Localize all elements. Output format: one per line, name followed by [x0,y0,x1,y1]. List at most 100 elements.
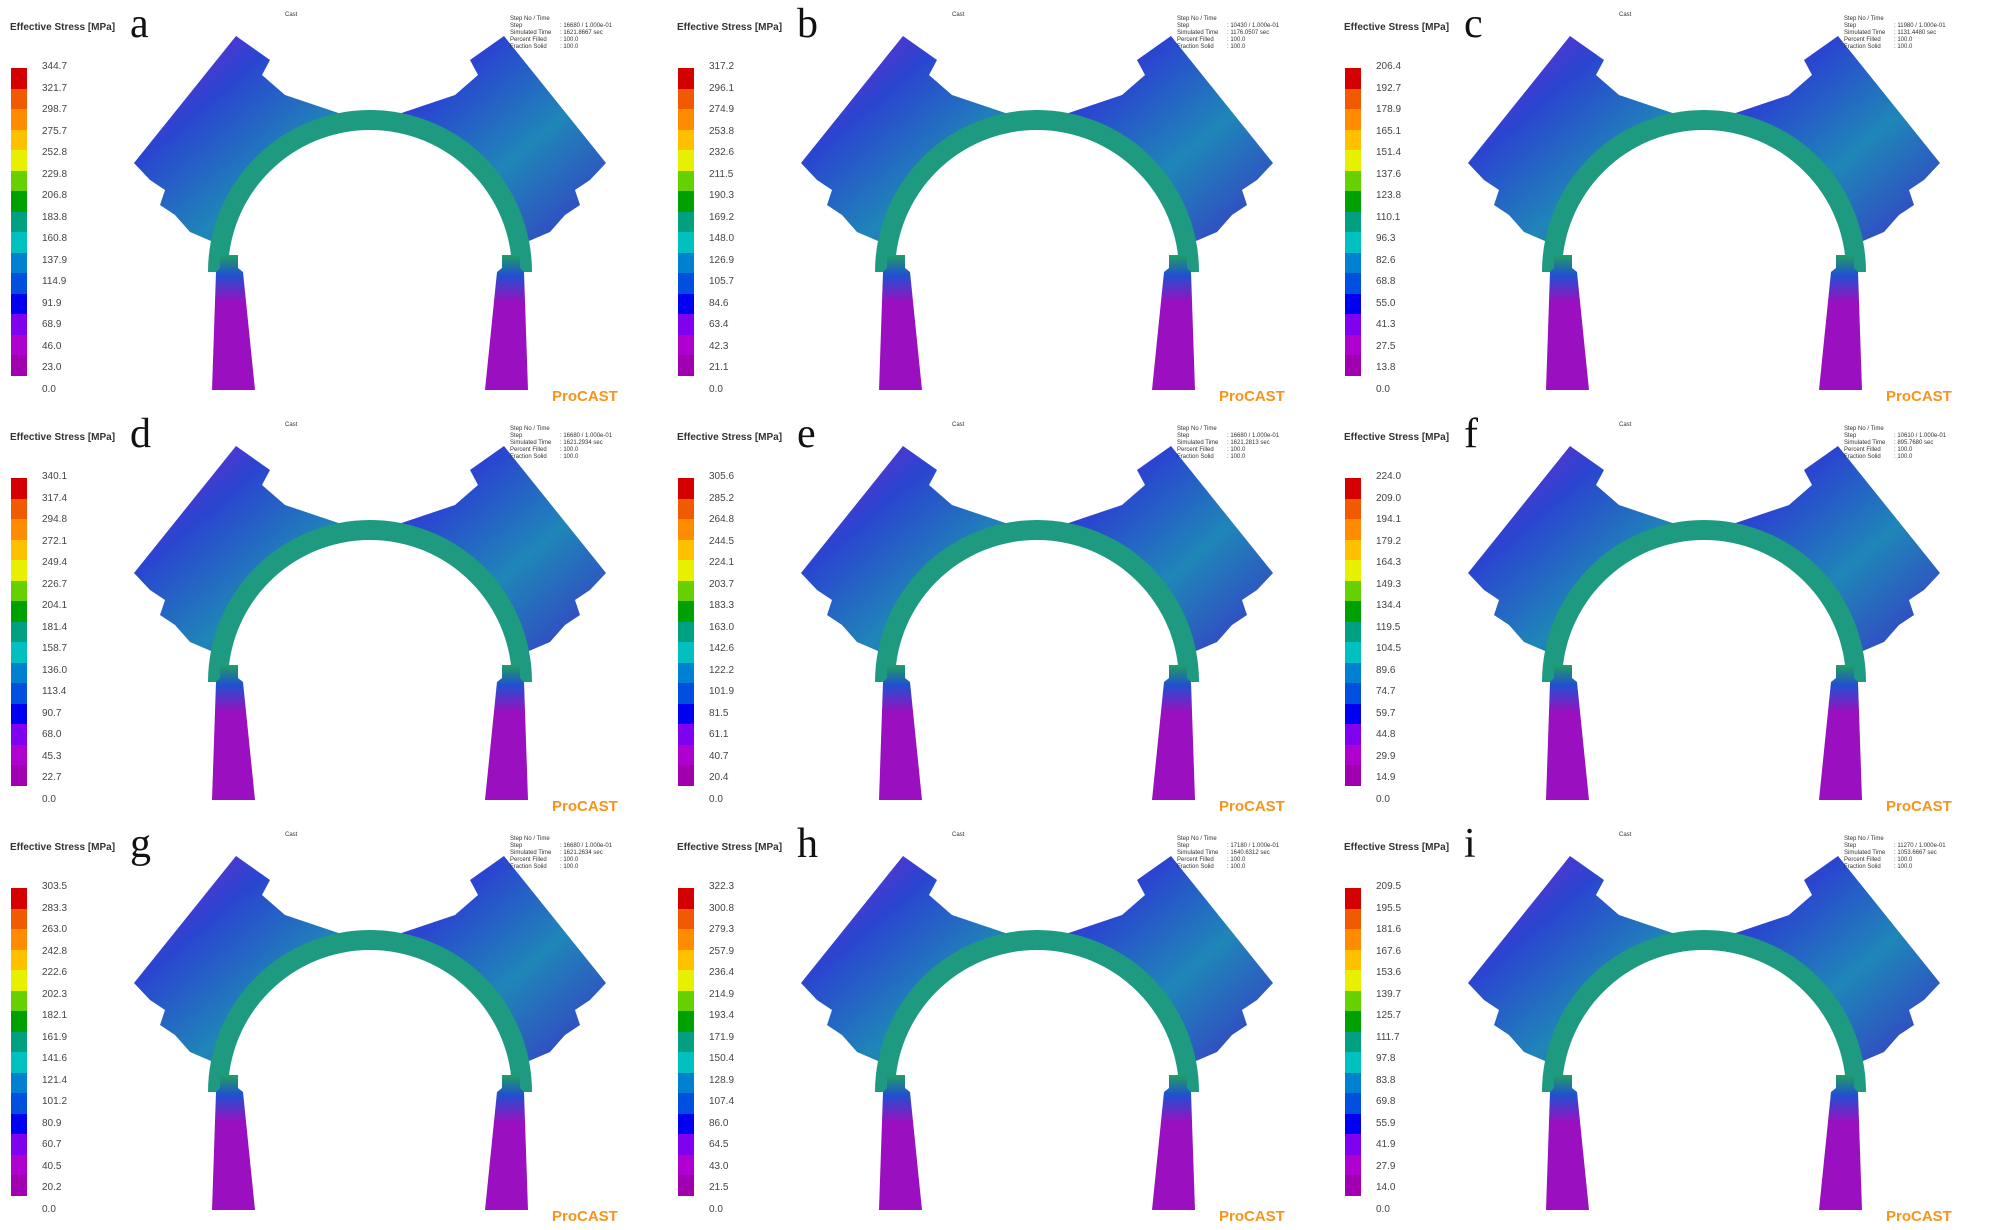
colorbar-label: 204.1 [42,600,68,611]
colorbar-band [678,683,694,704]
colorbar-band [1345,232,1361,253]
colorbar-label: 344.7 [42,61,68,72]
colorbar-label: 121.4 [42,1074,68,1086]
colorbar-label: 206.8 [42,190,68,201]
casting-stress-contour [801,36,1273,410]
colorbar-label: 206.4 [1376,61,1402,72]
colorbar-label: 0.0 [42,793,56,805]
colorbar-label: 128.9 [709,1074,735,1086]
info-label: Percent Filled [1177,37,1214,43]
colorbar-label: 90.7 [42,707,62,719]
colorbar-label: 114.9 [42,276,67,287]
colorbar-band [678,191,694,212]
colorbar-label: 257.9 [709,945,735,957]
colorbar-label: 194.1 [1376,514,1402,525]
info-label: Simulated Time [1844,850,1886,856]
info-row: Simulated Time: 1621.2634 sec [510,850,612,857]
colorbar-label: 171.9 [709,1031,735,1043]
info-row: Simulated Time: 1621.2934 sec [510,440,612,447]
casting-stress-contour [134,36,606,410]
colorbar-band [1345,888,1361,909]
colorbar-label: 232.6 [709,147,735,158]
colorbar-band [11,949,27,970]
colorbar-band [1345,1175,1361,1196]
left-leg [212,665,255,800]
colorbar-labels: 209.5 195.5 181.6 167.6 153.6 139.7 125.7 111.7… [1376,876,1401,1220]
panel-letter: e [797,411,816,457]
left-wing [801,856,1050,1070]
colorbar-labels: 303.5 283.3 263.0 242.8 222.6 202.3 182.1 161.9… [42,876,67,1220]
colorbar-band [1345,683,1361,704]
colorbar-band [678,990,694,1011]
colorbar-label: 165.1 [1376,125,1402,137]
colorbar-label: 68.8 [1376,276,1396,287]
colorbar-band [678,1134,694,1155]
simulation-info: Step No / Time Step: 16680 / 1.000e-01 Si… [510,16,612,51]
simulation-info: Step No / Time Step: 16680 / 1.000e-01 Si… [1177,426,1279,461]
info-value: : 100.0 [560,37,579,43]
colorbar-band [1345,662,1361,683]
info-row: Step No / Time Step: 16680 / 1.000e-01 [510,426,612,440]
colorbar-label: 69.8 [1376,1096,1396,1107]
info-row: Step No / Time Step: 16680 / 1.000e-01 [1177,426,1279,440]
cast-label: Cast [285,422,298,428]
colorbar-label: 123.8 [1376,190,1402,201]
colorbar-label: 41.9 [1376,1139,1396,1150]
info-row: Percent Filled: 100.0 [1177,447,1279,454]
info-label: Simulated Time [510,30,552,36]
colorbar-label: 68.0 [42,729,62,740]
colorbar-band [678,929,694,950]
casting-stress-contour [1468,36,1940,410]
info-value: : 16680 / 1.000e-01 [1227,433,1280,439]
colorbar-label: 183.8 [42,211,68,223]
colorbar-label: 125.7 [1376,1010,1402,1021]
colorbar-band [1345,724,1361,745]
colorbar-label: 86.0 [709,1117,729,1129]
info-value: : 16680 / 1.000e-01 [560,433,613,439]
colorbar-band [11,273,27,294]
colorbar-label: 21.5 [709,1182,729,1193]
colorbar-label: 151.4 [1376,147,1402,158]
colorbar-band [11,990,27,1011]
colorbar-label: 264.8 [709,514,735,525]
panel-letter: b [797,1,818,47]
colorbar-band [678,765,694,786]
simulation-info: Step No / Time Step: 10430 / 1.000e-01 Si… [1177,16,1279,51]
procast-logo: ProCAST [1219,1208,1285,1225]
panel-c: Effective Stress [MPa] 206.4 192.7 178.9 16… [1334,0,2000,410]
colorbar-band [11,929,27,950]
colorbar [1345,478,1361,786]
colorbar-band [1345,109,1361,130]
colorbar-band [1345,990,1361,1011]
colorbar-band [11,1154,27,1175]
cast-label: Cast [1619,832,1632,838]
cast-label: Cast [285,832,298,838]
info-value: : 100.0 [560,857,579,863]
legend-title: Effective Stress [MPa] [10,432,116,443]
colorbar-label: 279.3 [709,924,735,935]
info-value: : 10610 / 1.000e-01 [1894,433,1947,439]
colorbar-label: 203.7 [709,578,735,590]
colorbar-label: 80.9 [42,1117,62,1129]
colorbar-label: 55.0 [1376,297,1396,309]
procast-logo: ProCAST [552,1208,618,1225]
colorbar-band [11,129,27,150]
legend-title: Effective Stress [MPa] [677,22,783,33]
colorbar [1345,888,1361,1196]
colorbar-band [11,1134,27,1155]
colorbar-label: 101.9 [709,686,735,697]
colorbar-label: 29.9 [1376,750,1396,762]
colorbar-band [11,580,27,601]
colorbar-band [678,68,694,89]
left-wing [1468,856,1717,1070]
cast-label: Cast [952,832,965,838]
colorbar-label: 107.4 [709,1096,735,1107]
colorbar-band [11,68,27,89]
colorbar-label: 122.2 [709,664,735,676]
colorbar-band [678,109,694,130]
colorbar-band [1345,621,1361,642]
colorbar-label: 21.1 [709,362,729,373]
colorbar-band [678,1031,694,1052]
colorbar-label: 160.8 [42,233,68,244]
info-row: Percent Filled: 100.0 [510,447,612,454]
